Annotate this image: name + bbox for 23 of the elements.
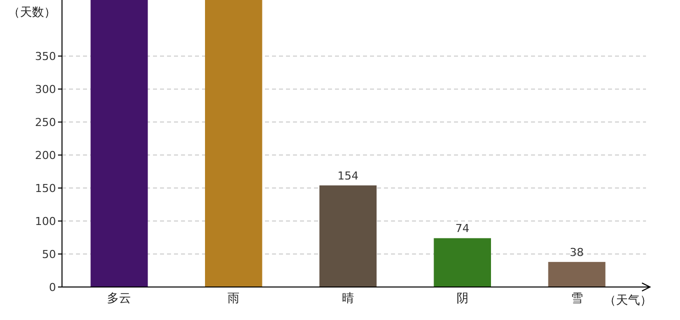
data-label: 74 xyxy=(455,222,470,236)
bar xyxy=(434,238,491,287)
y-tick-label: 250 xyxy=(35,116,56,129)
y-tick-label: 100 xyxy=(35,214,56,228)
x-tick-label: 晴 xyxy=(342,291,354,305)
y-tick-label: 150 xyxy=(35,182,56,195)
x-tick-label: 阴 xyxy=(456,291,468,305)
y-tick-label: 0 xyxy=(49,280,56,294)
x-tick-label: 雪 xyxy=(570,291,583,305)
y-axis-title: （天数） xyxy=(8,5,56,19)
bar xyxy=(319,185,377,287)
y-tick-label: 200 xyxy=(35,148,56,162)
bar xyxy=(548,262,606,287)
data-label: 154 xyxy=(338,169,358,182)
x-tick-label: 多云 xyxy=(107,291,132,305)
bar xyxy=(205,0,262,287)
bar xyxy=(90,0,148,287)
y-tick-label: 50 xyxy=(42,248,56,261)
x-tick-label: 雨 xyxy=(228,291,240,305)
y-tick-label: 300 xyxy=(35,82,56,96)
y-tick-label: 350 xyxy=(35,50,56,63)
x-axis-title: （天气） xyxy=(604,293,652,307)
data-label: 38 xyxy=(570,246,584,259)
